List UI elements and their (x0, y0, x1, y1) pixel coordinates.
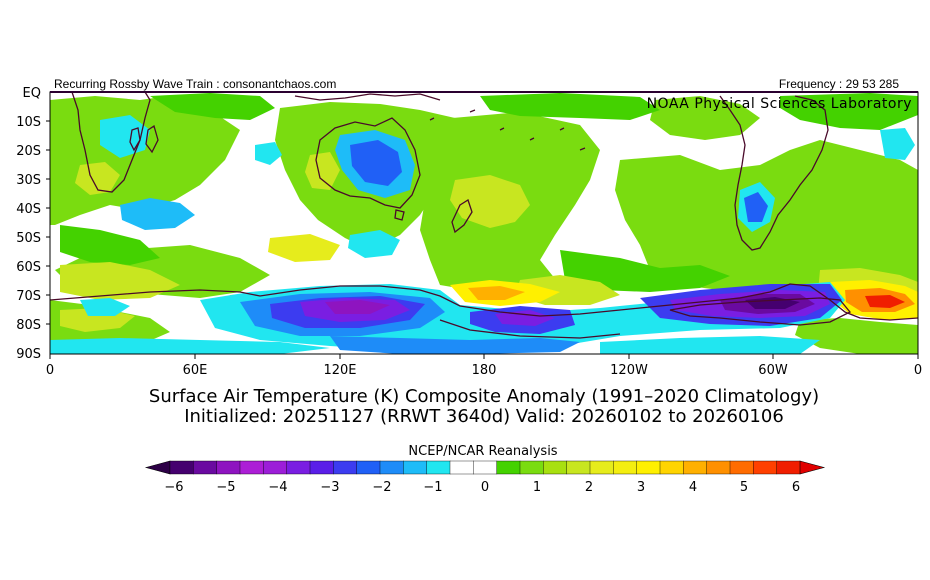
colorbar-swatch (356, 460, 381, 475)
colorbar-tick-label: −6 (164, 480, 183, 495)
anomaly-field-antarctic (50, 282, 845, 354)
colorbar-swatch (496, 460, 521, 475)
colorbar-tick-label: 2 (585, 480, 593, 495)
title-line-1: Surface Air Temperature (K) Composite An… (149, 386, 819, 407)
colorbar-swatch (636, 460, 661, 475)
colorbar-under-arrow (144, 460, 171, 475)
lat-label: 50S (16, 231, 41, 246)
title-line-2: Initialized: 20251127 (RRWT 3640d) Valid… (184, 406, 784, 427)
colorbar-tick-label: −5 (216, 480, 235, 495)
lat-label: 30S (16, 173, 41, 188)
lon-label: 60E (183, 363, 208, 378)
colorbar-swatch (426, 460, 451, 475)
lon-label: 0 (914, 363, 922, 378)
colorbar-tick-label: 6 (792, 480, 800, 495)
colorbar-swatch (566, 460, 591, 475)
colorbar-swatch (706, 460, 731, 475)
colorbar-tick-label: −3 (320, 480, 339, 495)
colorbar-swatch (216, 460, 241, 475)
colorbar-swatch (473, 460, 498, 475)
colorbar-tick-label: 0 (481, 480, 489, 495)
lab-label: NOAA Physical Sciences Laboratory (647, 96, 912, 112)
lat-label: 80S (16, 318, 41, 333)
lon-label: 60W (758, 363, 788, 378)
colorbar-swatch (169, 460, 194, 475)
lat-label: 60S (16, 260, 41, 275)
colorbar-swatch (659, 460, 684, 475)
colorbar-tick-label: −2 (372, 480, 391, 495)
colorbar-tick-label: 5 (740, 480, 748, 495)
colorbar-tick-label: 4 (689, 480, 697, 495)
lon-label: 180 (472, 363, 497, 378)
colorbar-swatch (776, 460, 801, 475)
colorbar-swatch (543, 460, 568, 475)
colorbar-swatch (519, 460, 544, 475)
colorbar-swatch (239, 460, 264, 475)
lon-label: 120E (323, 363, 356, 378)
colorbar-tick-label: 3 (637, 480, 645, 495)
colorbar-swatch (613, 460, 638, 475)
colorbar-swatch (333, 460, 358, 475)
colorbar-swatch (286, 460, 311, 475)
lat-label: 40S (16, 202, 41, 217)
lat-label: 20S (16, 144, 41, 159)
colorbar-over-arrow (799, 460, 826, 475)
colorbar-swatch (403, 460, 428, 475)
lon-label: 0 (46, 363, 54, 378)
colorbar (144, 460, 826, 475)
lat-label: 10S (16, 115, 41, 130)
colorbar-swatch (263, 460, 288, 475)
colorbar-swatch (589, 460, 614, 475)
colorbar-swatch (729, 460, 754, 475)
lon-label: 120W (610, 363, 648, 378)
header-right-text: Frequency : 29 53 285 (779, 77, 899, 91)
colorbar-swatch (753, 460, 778, 475)
colorbar-ticks: −6 −5 −4 −3 −2 −1 0 1 2 3 4 5 6 (164, 480, 800, 495)
coastlines (50, 92, 918, 339)
latitude-axis: EQ 10S 20S 30S 40S 50S 60S 70S 80S 90S (16, 86, 50, 362)
header-left-text: Recurring Rossby Wave Train : consonantc… (54, 77, 336, 91)
colorbar-title: NCEP/NCAR Reanalysis (408, 444, 557, 459)
colorbar-swatch (193, 460, 218, 475)
anomaly-field-warm (268, 234, 918, 320)
anomaly-map (50, 92, 918, 354)
lat-label: EQ (23, 86, 41, 101)
lat-label: 70S (16, 289, 41, 304)
colorbar-swatch (449, 460, 474, 475)
colorbar-swatch (379, 460, 404, 475)
anomaly-field-cool (80, 115, 915, 316)
colorbar-tick-label: −4 (268, 480, 287, 495)
colorbar-tick-label: 1 (533, 480, 541, 495)
longitude-axis: 0 60E 120E 180 120W 60W 0 (46, 354, 922, 378)
lat-label: 90S (16, 347, 41, 362)
colorbar-swatch (309, 460, 334, 475)
colorbar-swatch (683, 460, 708, 475)
colorbar-tick-label: −1 (423, 480, 442, 495)
